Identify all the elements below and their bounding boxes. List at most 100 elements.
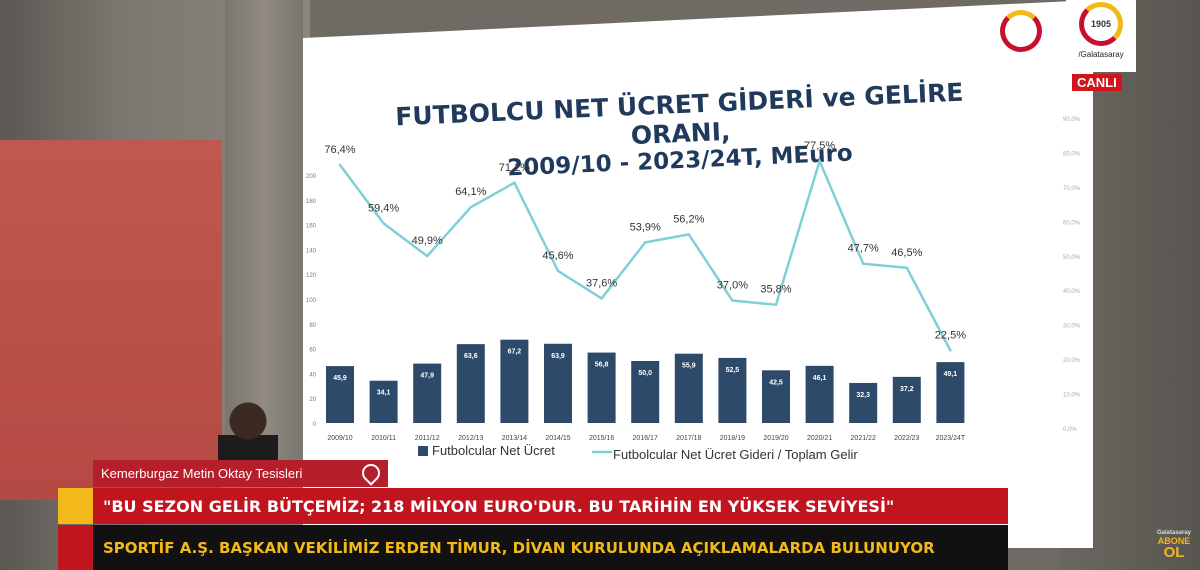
- left-axis-tick: 200: [306, 174, 317, 180]
- ratio-point: [600, 297, 603, 300]
- left-axis-tick: 60: [309, 348, 316, 354]
- presenter: [218, 400, 278, 470]
- ratio-point: [469, 206, 472, 209]
- red-banner: [0, 140, 222, 500]
- subscribe-channel: Galatasaray: [1156, 530, 1192, 536]
- right-axis-tick: 10,0%: [1063, 393, 1081, 399]
- ratio-point: [731, 299, 734, 302]
- bar-value-label: 49,1: [944, 371, 958, 378]
- subscribe-label: ABONE: [1157, 536, 1191, 546]
- x-tick-label: 2019/20: [763, 435, 788, 442]
- x-tick-label: 2017/18: [676, 435, 701, 442]
- bar-value-label: 63,9: [551, 353, 565, 360]
- x-tick-label: 2009/10: [327, 435, 352, 442]
- bar-value-label: 32,3: [856, 392, 870, 399]
- right-axis-tick: 50,0%: [1063, 255, 1081, 261]
- bar: [500, 339, 529, 423]
- bar-value-label: 34,1: [377, 390, 391, 397]
- bar-value-label: 45,9: [333, 375, 347, 382]
- bar-value-label: 56,8: [595, 362, 609, 369]
- live-badge: CANLI: [1072, 74, 1122, 91]
- left-axis-tick: 160: [306, 224, 317, 230]
- right-axis-tick: 20,0%: [1063, 358, 1081, 364]
- bar-value-label: 63,6: [464, 353, 478, 360]
- x-tick-label: 2023/24T: [936, 435, 966, 442]
- ratio-value-label: 37,0%: [717, 280, 748, 292]
- bar-value-label: 50,0: [638, 370, 652, 377]
- legend-line-label: Futbolcular Net Ücret Gideri / Toplam Ge…: [613, 447, 858, 462]
- bar: [456, 344, 485, 423]
- ratio-point: [382, 222, 385, 225]
- ratio-value-label: 56,2%: [673, 213, 704, 225]
- ratio-point: [818, 159, 821, 163]
- ratio-point: [949, 349, 952, 352]
- bar: [849, 382, 878, 423]
- headline-text: "BU SEZON GELİR BÜTÇEMİZ; 218 MİLYON EUR…: [103, 496, 895, 516]
- ratio-line: [338, 157, 952, 352]
- x-tick-label: 2013/14: [502, 435, 527, 442]
- ratio-point: [426, 254, 429, 258]
- ratio-value-label: 77,5%: [804, 140, 835, 152]
- ratio-point: [513, 181, 516, 184]
- subscribe-ol: OL: [1163, 544, 1185, 561]
- bar: [413, 363, 442, 423]
- x-tick-label: 2014/15: [545, 435, 570, 442]
- left-axis-tick: 180: [306, 199, 317, 205]
- channel-logo: 1905 /Galatasaray: [1066, 0, 1136, 72]
- x-tick-label: 2010/11: [371, 435, 396, 442]
- ratio-value-label: 22,5%: [935, 330, 966, 342]
- subscribe-button[interactable]: Galatasaray ABONE OL: [1150, 530, 1198, 568]
- projection-screen: [303, 0, 1093, 548]
- x-tick-label: 2021/22: [851, 435, 876, 442]
- x-tick-label: 2015/16: [589, 435, 614, 442]
- ratio-point: [687, 233, 690, 236]
- x-tick-label: 2022/23: [894, 435, 919, 442]
- bar-value-label: 42,5: [769, 379, 783, 386]
- subtitle-bar: SPORTİF A.Ş. BAŞKAN VEKİLİMİZ ERDEN TİMU…: [58, 525, 1008, 570]
- bar-value-label: 37,2: [900, 386, 914, 393]
- ratio-point: [862, 262, 865, 265]
- ratio-value-label: 76,4%: [324, 144, 355, 156]
- right-axis-tick: 80,0%: [1063, 151, 1081, 157]
- channel-name: /Galatasaray: [1078, 50, 1124, 59]
- bar: [587, 352, 616, 423]
- galatasaray-emblem-icon: [1000, 10, 1042, 52]
- right-axis-tick: 90,0%: [1063, 117, 1081, 123]
- right-axis-tick: 30,0%: [1063, 324, 1081, 330]
- right-axis-tick: 40,0%: [1063, 289, 1081, 295]
- legend-bar-label: Futbolcular Net Ücret: [432, 443, 555, 458]
- ratio-point: [905, 266, 908, 270]
- x-tick-label: 2018/19: [720, 435, 745, 442]
- ratio-value-label: 45,6%: [542, 250, 573, 262]
- ratio-value-label: 53,9%: [630, 221, 661, 233]
- bar: [674, 353, 703, 423]
- bar: [762, 370, 790, 423]
- bar: [326, 366, 354, 423]
- bar-value-label: 55,9: [682, 363, 696, 370]
- ratio-value-label: 59,4%: [368, 202, 399, 214]
- x-tick-label: 2016/17: [633, 435, 658, 442]
- ratio-value-label: 49,9%: [412, 235, 443, 247]
- ratio-point: [556, 269, 560, 273]
- bar: [892, 376, 921, 423]
- right-axis-tick: 70,0%: [1063, 186, 1081, 192]
- bar: [805, 365, 834, 423]
- logo-year: 1905: [1090, 19, 1112, 29]
- ratio-value-label: 35,8%: [760, 284, 791, 296]
- bar: [544, 343, 572, 423]
- left-axis-tick: 0: [313, 422, 317, 428]
- bar: [718, 357, 747, 423]
- ratio-value-label: 47,7%: [848, 243, 879, 255]
- bar: [936, 362, 965, 423]
- location-bar: Kemerburgaz Metin Oktay Tesisleri: [93, 460, 388, 487]
- x-tick-label: 2011/12: [415, 435, 440, 442]
- x-tick-label: 2020/21: [807, 435, 832, 442]
- legend-bar-swatch: [418, 446, 428, 456]
- bar-value-label: 47,9: [420, 373, 434, 380]
- right-axis-tick: 60,0%: [1063, 220, 1081, 226]
- bar-value-label: 46,1: [813, 375, 827, 382]
- left-axis-tick: 80: [309, 323, 316, 329]
- left-axis-tick: 140: [306, 248, 317, 254]
- bar-value-label: 52,5: [726, 367, 740, 374]
